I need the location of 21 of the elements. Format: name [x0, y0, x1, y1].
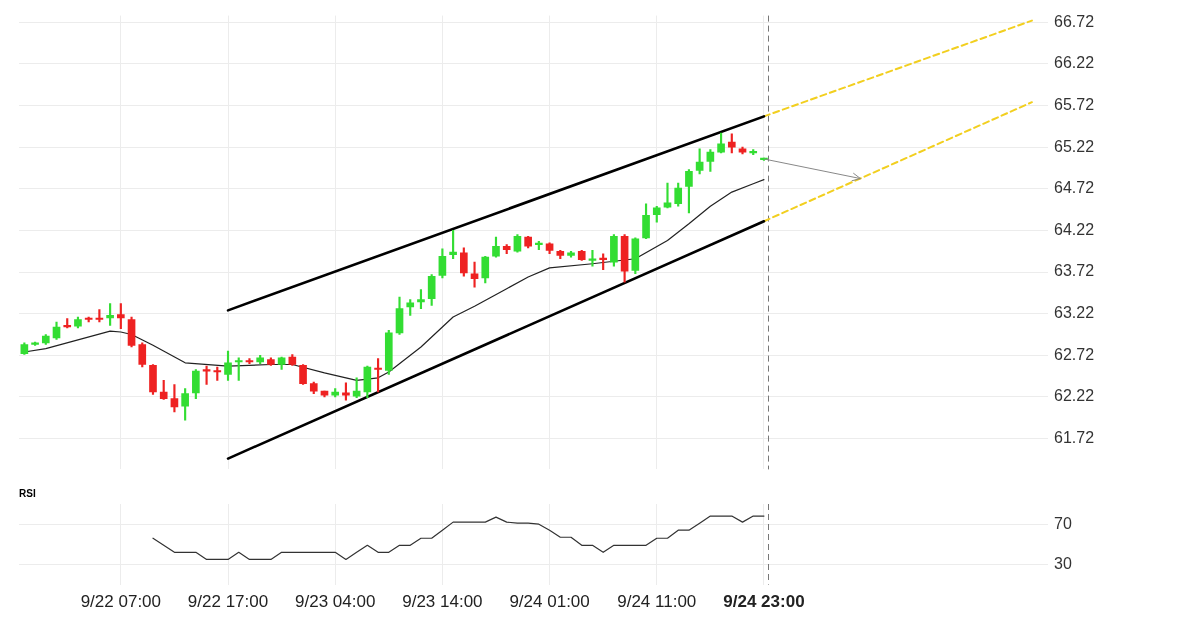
x-tick-label: 9/22 07:00: [80, 592, 162, 612]
x-tick-label: 9/22 17:00: [187, 592, 269, 612]
y-tick-label: 62.22: [1054, 387, 1095, 405]
y-tick-label: 63.22: [1054, 304, 1095, 322]
y-tick-label: 64.22: [1054, 220, 1095, 238]
x-tick-label: 9/23 14:00: [402, 592, 483, 612]
chart-title: RSI: [19, 487, 36, 499]
y-tick-label: 65.22: [1054, 137, 1095, 155]
x-tick-label: 9/24 11:00: [617, 592, 697, 612]
y-tick-label: 30: [1054, 554, 1072, 572]
y-tick-label: 61.72: [1054, 429, 1095, 446]
y-tick-label: 66.72: [1054, 12, 1095, 30]
y-tick-label: 64.72: [1054, 179, 1095, 197]
y-tick-label: 63.72: [1054, 262, 1095, 280]
x-tick-label: 9/24 01:00: [509, 592, 590, 612]
y-tick-label: 66.22: [1054, 54, 1095, 72]
x-tick-label: 9/23 04:00: [295, 592, 376, 612]
y-tick-label: 65.72: [1054, 95, 1095, 113]
x-tick-label: 9/24 23:00: [723, 592, 805, 612]
y-tick-label: 70: [1054, 514, 1072, 532]
y-tick-label: 62.72: [1054, 345, 1095, 363]
